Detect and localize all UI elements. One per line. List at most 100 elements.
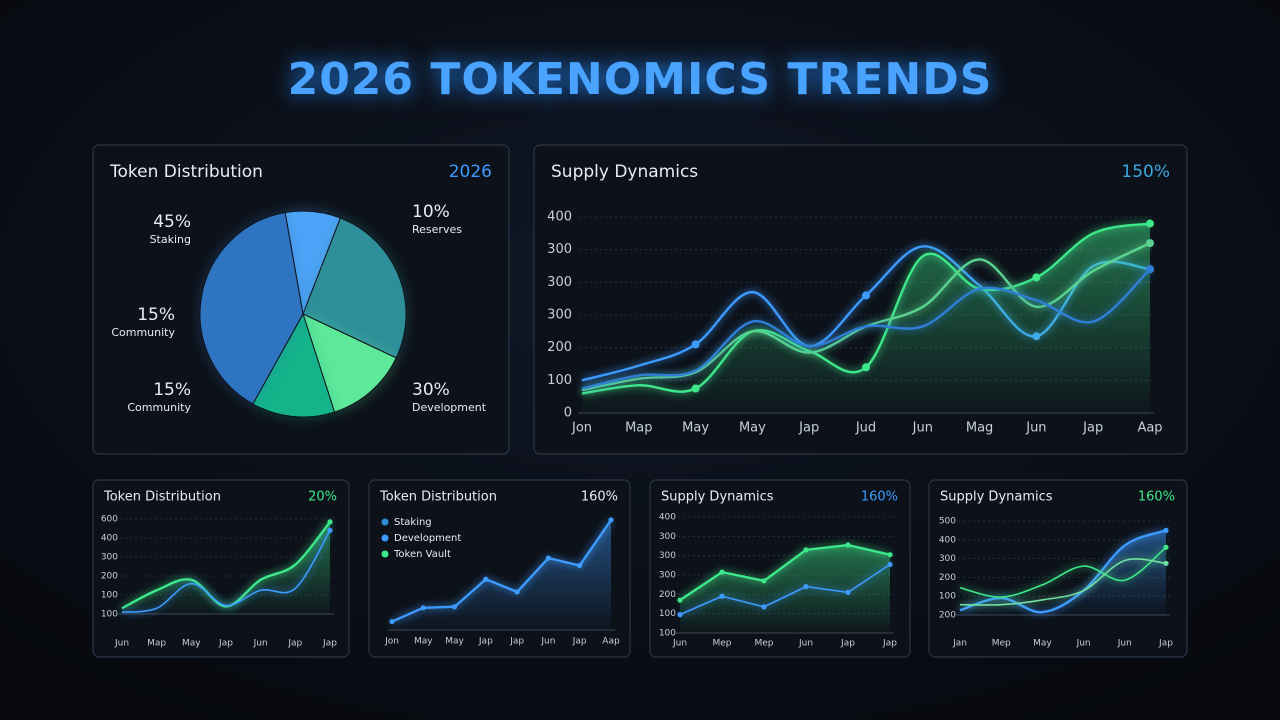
- data-point: [887, 561, 893, 567]
- data-point: [514, 589, 520, 595]
- legend-swatch: [381, 518, 389, 526]
- x-tick-label: May: [682, 421, 709, 436]
- chart-subtitle: 20%: [308, 490, 337, 505]
- data-point: [327, 527, 333, 534]
- chart-title: Token Distribution: [379, 490, 497, 505]
- pie-slice: [302, 313, 397, 413]
- y-tick-label: 600: [101, 515, 118, 525]
- data-point: [327, 519, 333, 525]
- x-tick-label: May: [414, 637, 433, 647]
- data-point: [803, 547, 809, 553]
- y-tick-label: 100: [547, 373, 572, 388]
- legend-swatch: [381, 550, 389, 558]
- legend-swatch: [381, 534, 389, 542]
- y-tick-label: 100: [101, 591, 118, 601]
- series-line: [581, 268, 1151, 390]
- legend-label: Development: [394, 533, 461, 544]
- pie-value-label: 10%: [412, 202, 450, 222]
- data-point: [451, 604, 458, 610]
- y-tick-label: 100: [659, 609, 676, 619]
- x-tick-label: May: [1033, 639, 1052, 649]
- pie-value-label: 45%: [153, 212, 191, 232]
- x-tick-label: Jun: [253, 639, 268, 649]
- page-title: 2026 TOKENOMICS TRENDS: [288, 54, 993, 105]
- data-point: [761, 604, 767, 610]
- chart-subtitle: 150%: [1121, 162, 1170, 182]
- x-tick-label: Jun: [114, 639, 129, 649]
- x-tick-label: Aap: [602, 637, 620, 647]
- series-line: [959, 529, 1167, 614]
- series-area: [122, 521, 330, 614]
- x-tick-label: Jun: [1117, 639, 1132, 649]
- x-tick-label: Jun: [540, 637, 555, 647]
- y-tick-label: 200: [101, 572, 118, 582]
- pie-value-label: 30%: [412, 380, 450, 400]
- data-point: [1146, 219, 1154, 228]
- chart-title: Token Distribution: [109, 162, 263, 182]
- y-tick-label: 300: [659, 551, 676, 561]
- y-tick-label: 300: [939, 554, 956, 564]
- pie-value-label: 15%: [153, 380, 191, 400]
- chart-title: Supply Dynamics: [940, 490, 1053, 505]
- y-tick-label: 300: [101, 553, 118, 563]
- chart-title: Supply Dynamics: [661, 490, 774, 505]
- y-tick-label: 100: [101, 610, 118, 620]
- y-tick-label: 400: [101, 534, 118, 544]
- series-line: [959, 546, 1167, 598]
- x-tick-label: Jun: [1076, 639, 1091, 649]
- y-tick-label: 400: [939, 535, 956, 545]
- y-tick-label: 300: [547, 242, 572, 257]
- data-point: [677, 612, 683, 618]
- chart-subtitle: 2026: [449, 162, 492, 182]
- x-tick-label: Jap: [840, 639, 855, 649]
- x-tick-label: Mep: [992, 639, 1011, 649]
- pie-category-label: Reserves: [412, 223, 462, 236]
- y-tick-label: 200: [547, 340, 572, 355]
- chart-title: Supply Dynamics: [551, 162, 698, 182]
- data-point: [389, 618, 395, 625]
- pie-value-label: 15%: [137, 305, 175, 325]
- x-tick-label: Jap: [1158, 639, 1173, 649]
- x-tick-label: May: [739, 421, 766, 436]
- series-line: [121, 521, 331, 610]
- pie-category-label: Community: [127, 401, 191, 414]
- y-tick-label: 0: [564, 406, 572, 421]
- pie-slice: [252, 312, 336, 418]
- series-line: [959, 558, 1167, 606]
- series-area: [582, 223, 1150, 413]
- data-point: [545, 555, 552, 561]
- pie-category-label: Development: [412, 401, 487, 414]
- y-tick-label: 300: [547, 275, 572, 290]
- series-line: [391, 519, 612, 623]
- x-tick-label: Jap: [478, 637, 493, 647]
- y-tick-label: 300: [659, 571, 676, 581]
- x-tick-label: Jap: [287, 639, 302, 649]
- x-tick-label: Jap: [218, 639, 233, 649]
- x-tick-label: Map: [625, 421, 652, 436]
- x-tick-label: Map: [147, 639, 166, 649]
- x-tick-label: Jap: [509, 637, 524, 647]
- series-line: [679, 543, 891, 602]
- x-tick-label: Jap: [572, 637, 587, 647]
- x-tick-label: Mep: [712, 639, 731, 649]
- data-point: [887, 552, 893, 558]
- pie-category-label: Staking: [150, 233, 191, 246]
- x-tick-label: Mag: [966, 421, 993, 436]
- series-line: [679, 563, 891, 616]
- series-area: [680, 545, 890, 633]
- x-tick-label: May: [445, 637, 464, 647]
- series-area: [960, 530, 1166, 615]
- y-tick-label: 400: [659, 513, 676, 523]
- x-tick-label: Jon: [571, 421, 592, 436]
- data-point: [1163, 560, 1169, 566]
- y-tick-label: 100: [659, 629, 676, 639]
- data-point: [1163, 527, 1169, 534]
- y-tick-label: 400: [547, 210, 572, 225]
- x-tick-label: Jun: [672, 639, 687, 649]
- x-tick-label: Aap: [1137, 421, 1162, 436]
- x-tick-label: Jun: [798, 639, 813, 649]
- data-point: [803, 584, 809, 590]
- data-point: [420, 605, 426, 611]
- x-tick-label: May: [182, 639, 201, 649]
